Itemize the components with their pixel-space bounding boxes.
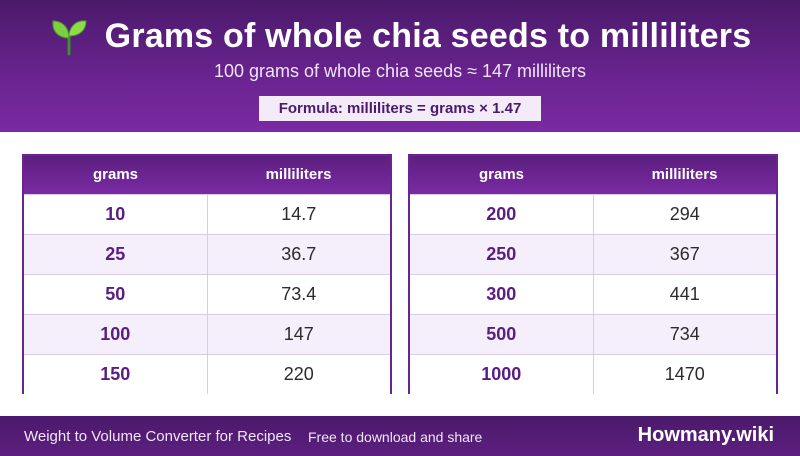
header-banner: Grams of whole chia seeds to milliliters… xyxy=(0,0,800,132)
grams-cell: 1000 xyxy=(410,353,594,394)
table-row: 25 36.7 xyxy=(24,233,390,274)
conversion-table-right: grams milliliters 200 294 250 367 300 44… xyxy=(408,154,778,394)
footer-tagline: Weight to Volume Converter for Recipes xyxy=(24,428,292,445)
column-header-grams: grams xyxy=(478,166,525,184)
brand-name[interactable]: Howmany.wiki xyxy=(637,424,774,446)
footer-bar: Weight to Volume Converter for Recipes F… xyxy=(0,416,800,456)
table-row: 300 441 xyxy=(410,273,776,314)
milliliters-cell: 220 xyxy=(207,353,390,394)
table-row: 500 734 xyxy=(410,313,776,354)
milliliters-cell: 14.7 xyxy=(207,193,390,234)
milliliters-cell: 36.7 xyxy=(207,233,390,274)
table-row: 10 14.7 xyxy=(24,193,390,234)
page-title: Grams of whole chia seeds to milliliters xyxy=(104,16,752,55)
grams-cell: 200 xyxy=(410,193,594,234)
table-header-row: grams milliliters xyxy=(24,156,390,194)
seedling-icon xyxy=(52,20,87,56)
milliliters-cell: 294 xyxy=(593,193,776,234)
grams-cell: 300 xyxy=(410,273,594,314)
table-row: 250 367 xyxy=(410,233,776,274)
grams-cell: 500 xyxy=(410,313,594,354)
table-row: 150 220 xyxy=(24,353,390,394)
table-header-row: grams milliliters xyxy=(410,156,776,194)
grams-cell: 150 xyxy=(24,353,208,394)
footer-share-note: Free to download and share xyxy=(308,429,483,445)
table-row: 1000 1470 xyxy=(410,353,776,394)
grams-cell: 25 xyxy=(24,233,208,274)
milliliters-cell: 73.4 xyxy=(207,273,390,314)
conversion-table-left: grams milliliters 10 14.7 25 36.7 50 73.… xyxy=(22,154,392,394)
table-row: 100 147 xyxy=(24,313,390,354)
grams-cell: 100 xyxy=(24,313,208,354)
subtitle: 100 grams of whole chia seeds ≈ 147 mill… xyxy=(213,61,587,81)
column-header-grams: grams xyxy=(92,166,139,184)
grams-cell: 50 xyxy=(24,273,208,314)
column-header-milliliters: milliliters xyxy=(265,166,332,184)
milliliters-cell: 367 xyxy=(593,233,776,274)
milliliters-cell: 1470 xyxy=(593,353,776,394)
milliliters-cell: 734 xyxy=(593,313,776,354)
grams-cell: 250 xyxy=(410,233,594,274)
milliliters-cell: 441 xyxy=(593,273,776,314)
table-row: 200 294 xyxy=(410,193,776,234)
formula-badge: Formula: milliliters = grams × 1.47 xyxy=(259,96,541,121)
column-header-milliliters: milliliters xyxy=(651,166,718,184)
table-row: 50 73.4 xyxy=(24,273,390,314)
milliliters-cell: 147 xyxy=(207,313,390,354)
title-row: Grams of whole chia seeds to milliliters xyxy=(0,14,800,58)
grams-cell: 10 xyxy=(24,193,208,234)
